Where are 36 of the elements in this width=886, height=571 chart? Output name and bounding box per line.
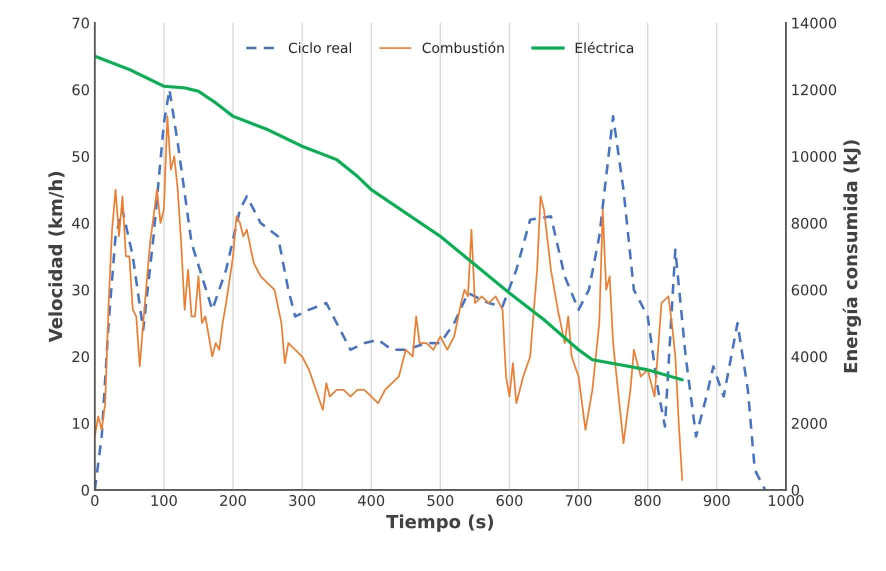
y-tick-label: 20 <box>72 351 89 362</box>
line-series <box>94 88 766 490</box>
x-tick-label: 600 <box>496 495 522 506</box>
y-tick-label: 60 <box>72 84 89 96</box>
y-tick-label: 10 <box>72 418 89 429</box>
y-tick-label: 50 <box>72 151 89 162</box>
x-tick-label: 100 <box>152 495 177 506</box>
x-tick-label: 900 <box>704 495 730 506</box>
x-axis-title: Tiempo (s) <box>386 514 494 532</box>
line-series <box>94 115 684 481</box>
legend-label: Combustión <box>422 42 504 54</box>
x-tick-label: 1000 <box>768 495 804 506</box>
y2-tick-label: 2000 <box>792 418 827 429</box>
y-axis-title: Velocidad (km/h) <box>48 172 64 342</box>
line-series <box>94 54 684 382</box>
y-tick-label: 40 <box>72 218 89 229</box>
y2-tick-label: 0 <box>792 484 800 496</box>
y2-tick-label: 8000 <box>792 218 827 229</box>
x-tick-label: 800 <box>634 495 661 506</box>
y2-tick-label: 6000 <box>792 284 827 296</box>
legend-label: Ciclo real <box>288 42 351 54</box>
y-tick-label: 30 <box>72 284 89 296</box>
x-tick-label: 300 <box>289 495 316 506</box>
x-tick-label: 400 <box>358 495 384 506</box>
x-tick-label: 200 <box>220 495 246 506</box>
x-tick-label: 0 <box>91 495 98 506</box>
y2-tick-label: 10000 <box>792 151 836 162</box>
y2-tick-label: 4000 <box>791 351 827 362</box>
y-tick-label: 70 <box>72 18 89 29</box>
x-tick-label: 700 <box>566 495 592 506</box>
y2-tick-label: 12000 <box>792 84 836 96</box>
legend-label: Eléctrica <box>576 42 634 54</box>
y-tick-label: 0 <box>82 484 89 496</box>
y2-axis-title: Energía consumida (kJ) <box>842 140 862 372</box>
y2-tick-label: 14000 <box>792 18 836 29</box>
x-tick-label: 500 <box>428 495 454 506</box>
